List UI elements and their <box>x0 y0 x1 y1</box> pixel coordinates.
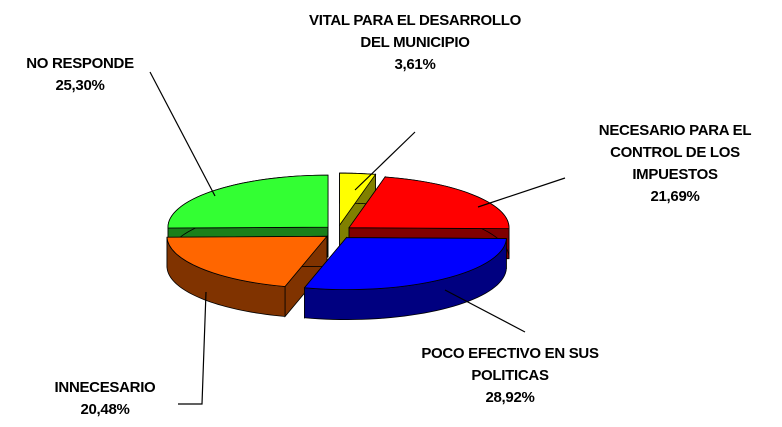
slice-top <box>166 235 328 287</box>
slice-top <box>339 172 377 227</box>
slice-label: VITAL PARA EL DESARROLLO DEL MUNICIPIO 3,… <box>305 10 525 76</box>
category-label: NO RESPONDE <box>26 55 134 72</box>
value-label: 20,48% <box>80 401 130 418</box>
leader-line <box>178 291 207 405</box>
slice-top <box>167 174 329 229</box>
category-label: POCO EFECTIVO EN SUS POLITICAS <box>421 345 599 384</box>
slice <box>303 236 507 320</box>
category-label: VITAL PARA EL DESARROLLO DEL MUNICIPIO <box>309 12 521 51</box>
slice-label: NECESARIO PARA EL CONTROL DE LOS IMPUEST… <box>575 120 775 208</box>
leader-line <box>149 71 216 197</box>
category-label: NECESARIO PARA EL CONTROL DE LOS IMPUEST… <box>598 122 752 183</box>
slice <box>166 235 328 318</box>
value-label: 28,92% <box>485 389 535 406</box>
slice-label: NO RESPONDE 25,30% <box>0 53 160 97</box>
leader-line <box>354 131 416 191</box>
leader-line <box>444 289 526 333</box>
value-label: 25,30% <box>55 77 105 94</box>
slice-top <box>303 237 507 290</box>
slice-top <box>348 176 510 230</box>
value-label: 21,69% <box>650 188 700 205</box>
value-label: 3,61% <box>394 56 436 73</box>
category-label: INNECESARIO <box>54 379 156 396</box>
slice-label: POCO EFECTIVO EN SUS POLITICAS 28,92% <box>420 343 600 409</box>
leader-line <box>477 177 566 208</box>
slice <box>167 174 329 259</box>
slice-label: INNECESARIO 20,48% <box>20 377 190 421</box>
